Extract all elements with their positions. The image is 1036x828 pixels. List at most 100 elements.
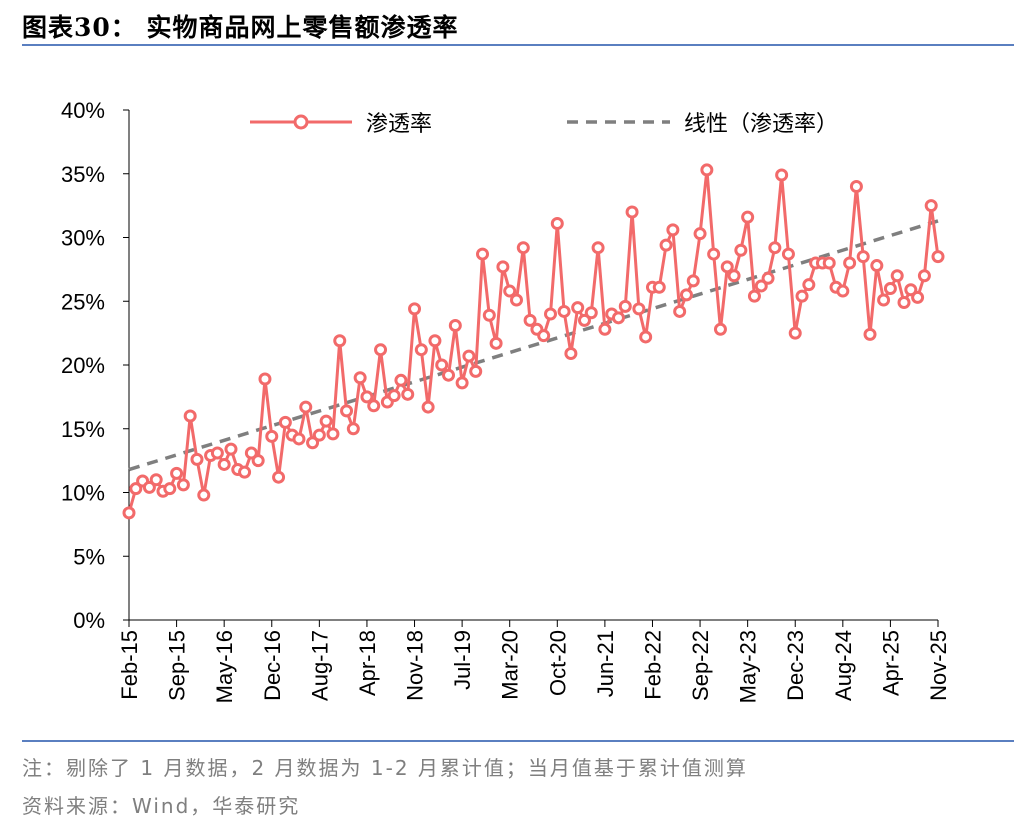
data-point [543,307,557,321]
y-tick-label: 15% [61,417,105,442]
data-point [700,163,714,177]
data-point [679,288,693,302]
data-point [476,247,490,261]
data-point [734,243,748,257]
y-tick-label: 5% [73,544,105,569]
x-tick-label: Sep-22 [688,630,713,701]
data-point [577,313,591,327]
legend-series-label: 渗透率 [366,111,432,136]
data-point [244,446,258,460]
data-point [537,329,551,343]
data-point [387,389,401,403]
data-point [353,371,367,385]
legend: 渗透率 线性（渗透率） [250,111,838,136]
x-tick-label: Aug-17 [307,630,332,701]
figure-title: 图表30： 实物商品网上零售额渗透率 [22,13,459,42]
data-point [374,343,388,357]
data-point [523,313,537,327]
data-point [727,269,741,283]
x-tick-label: May-16 [212,630,237,703]
data-point [713,322,727,336]
x-tick-label: Apr-25 [878,630,903,696]
data-point [877,293,891,307]
data-point [659,238,673,252]
data-point [408,302,422,316]
data-point [394,373,408,387]
footer-rule [22,740,1014,742]
data-point [741,210,755,224]
data-point [673,304,687,318]
data-point [904,283,918,297]
data-point [367,399,381,413]
data-point [571,301,585,315]
y-tick-label: 0% [73,608,105,633]
series-line [127,168,940,514]
x-tick-label: Feb-22 [640,630,665,700]
trend-line [128,219,939,472]
data-point [496,260,510,274]
data-point [170,466,184,480]
data-point [360,390,374,404]
x-tick-label: Dec-23 [783,630,808,701]
data-point [122,506,136,520]
data-point [707,247,721,261]
data-point [482,308,496,322]
data-point [781,247,795,261]
data-point [836,284,850,298]
data-point [312,428,326,442]
y-tick-label: 30% [61,226,105,251]
data-point [401,387,415,401]
trend-line-group [128,219,939,472]
data-point [863,327,877,341]
data-point [931,250,945,264]
y-tick-label: 10% [61,481,105,506]
data-point [550,216,564,230]
data-point [618,299,632,313]
x-tick-label: Mar-20 [498,630,523,700]
x-tick-label: Apr-18 [355,630,380,696]
data-point [693,227,707,241]
x-tick-label: Nov-25 [926,630,951,701]
data-point [326,427,340,441]
data-point [299,400,313,414]
source-note: 资料来源：Wind，华泰研究 [22,794,301,818]
data-point [210,446,224,460]
data-point [768,241,782,255]
data-point [428,334,442,348]
data-point [183,409,197,423]
footnote: 注：剔除了 1 月数据，2 月数据为 1-2 月累计值；当月值基于累计值测算 [22,756,748,780]
data-point [564,347,578,361]
data-point [340,404,354,418]
data-point [720,260,734,274]
data-point [754,279,768,293]
data-point [217,457,231,471]
data-point [761,271,775,285]
penetration-line-chart: 0% 5% 10% 15% 20% 25% 30% 35% 40% Feb-15 Sep-15 Ma… [61,98,951,703]
data-point [238,465,252,479]
data-point [251,454,265,468]
y-axis: 0% 5% 10% 15% 20% 25% 30% 35% 40% [61,98,130,633]
data-point [455,376,469,390]
data-point [911,290,925,304]
data-point [503,284,517,298]
y-tick-label: 25% [61,289,105,314]
data-point [333,334,347,348]
legend-series-marker [293,114,309,130]
data-point [775,168,789,182]
data-point [625,205,639,219]
data-point [870,259,884,273]
series-group [122,163,945,520]
data-point [924,199,938,213]
y-tick-label: 40% [61,98,105,123]
data-point [197,488,211,502]
data-point [265,429,279,443]
x-tick-label: Jul-19 [450,630,475,690]
data-point [176,478,190,492]
data-point [442,368,456,382]
x-tick-label: May-23 [736,630,761,703]
data-point [639,330,653,344]
data-point [421,400,435,414]
data-point [163,482,177,496]
x-tick-label: Dec-16 [260,630,285,701]
data-point [598,322,612,336]
